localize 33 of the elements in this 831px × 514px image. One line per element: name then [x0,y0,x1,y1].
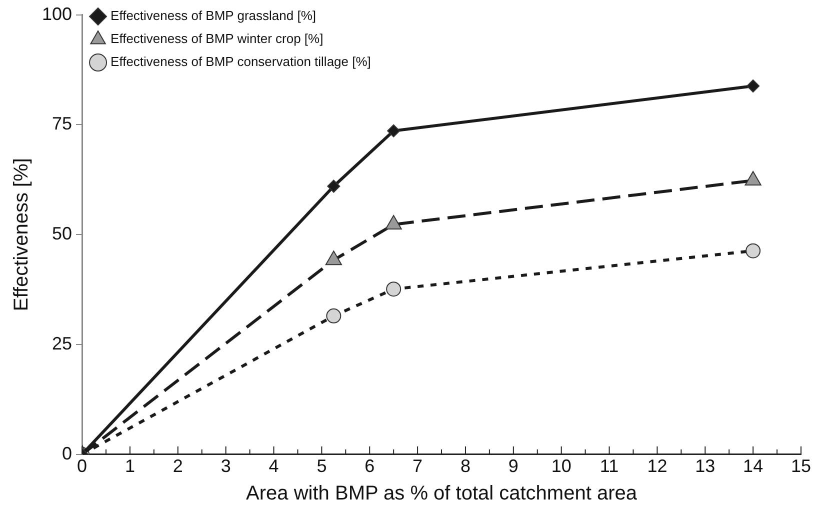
point [327,180,340,193]
y-tick-label: 75 [52,114,72,134]
x-tick-label: 8 [460,456,470,476]
point [746,243,761,258]
legend-label: Effectiveness of BMP winter crop [%] [110,31,324,46]
legend-label: Effectiveness of BMP grassland [%] [110,8,316,24]
x-tick-label: 14 [743,456,764,476]
x-tick-label: 12 [647,456,668,476]
y-tick-label: 25 [52,333,72,354]
x-tick-label: 9 [508,456,518,476]
x-tick-label: 13 [695,456,716,476]
y-axis-title: Effectiveness [%] [10,158,33,312]
x-tick-label: 0 [77,456,88,476]
y-tick-label: 50 [52,224,72,244]
x-tick-label: 3 [220,456,231,476]
x-tick-label: 5 [316,456,327,476]
x-tick-label: 10 [551,456,572,476]
point [385,214,402,230]
point [744,171,762,186]
x-tick-label: 7 [412,456,423,476]
legend-label: Effectiveness of BMP conservation tillage [%] [110,54,371,70]
y-tick-label: 0 [62,443,72,464]
point [325,250,342,266]
x-tick-label: 15 [790,456,812,476]
x-tick-label: 4 [268,456,279,476]
y-tick-label: 100 [42,4,72,24]
x-tick-label: 2 [172,456,183,476]
x-tick-label: 1 [124,456,135,476]
x-tick-label: 6 [364,456,375,476]
point [746,80,760,93]
x-tick-label: 11 [600,456,619,476]
x-axis-title: Area with BMP as % of total catchment area [246,482,638,505]
point [387,124,400,138]
